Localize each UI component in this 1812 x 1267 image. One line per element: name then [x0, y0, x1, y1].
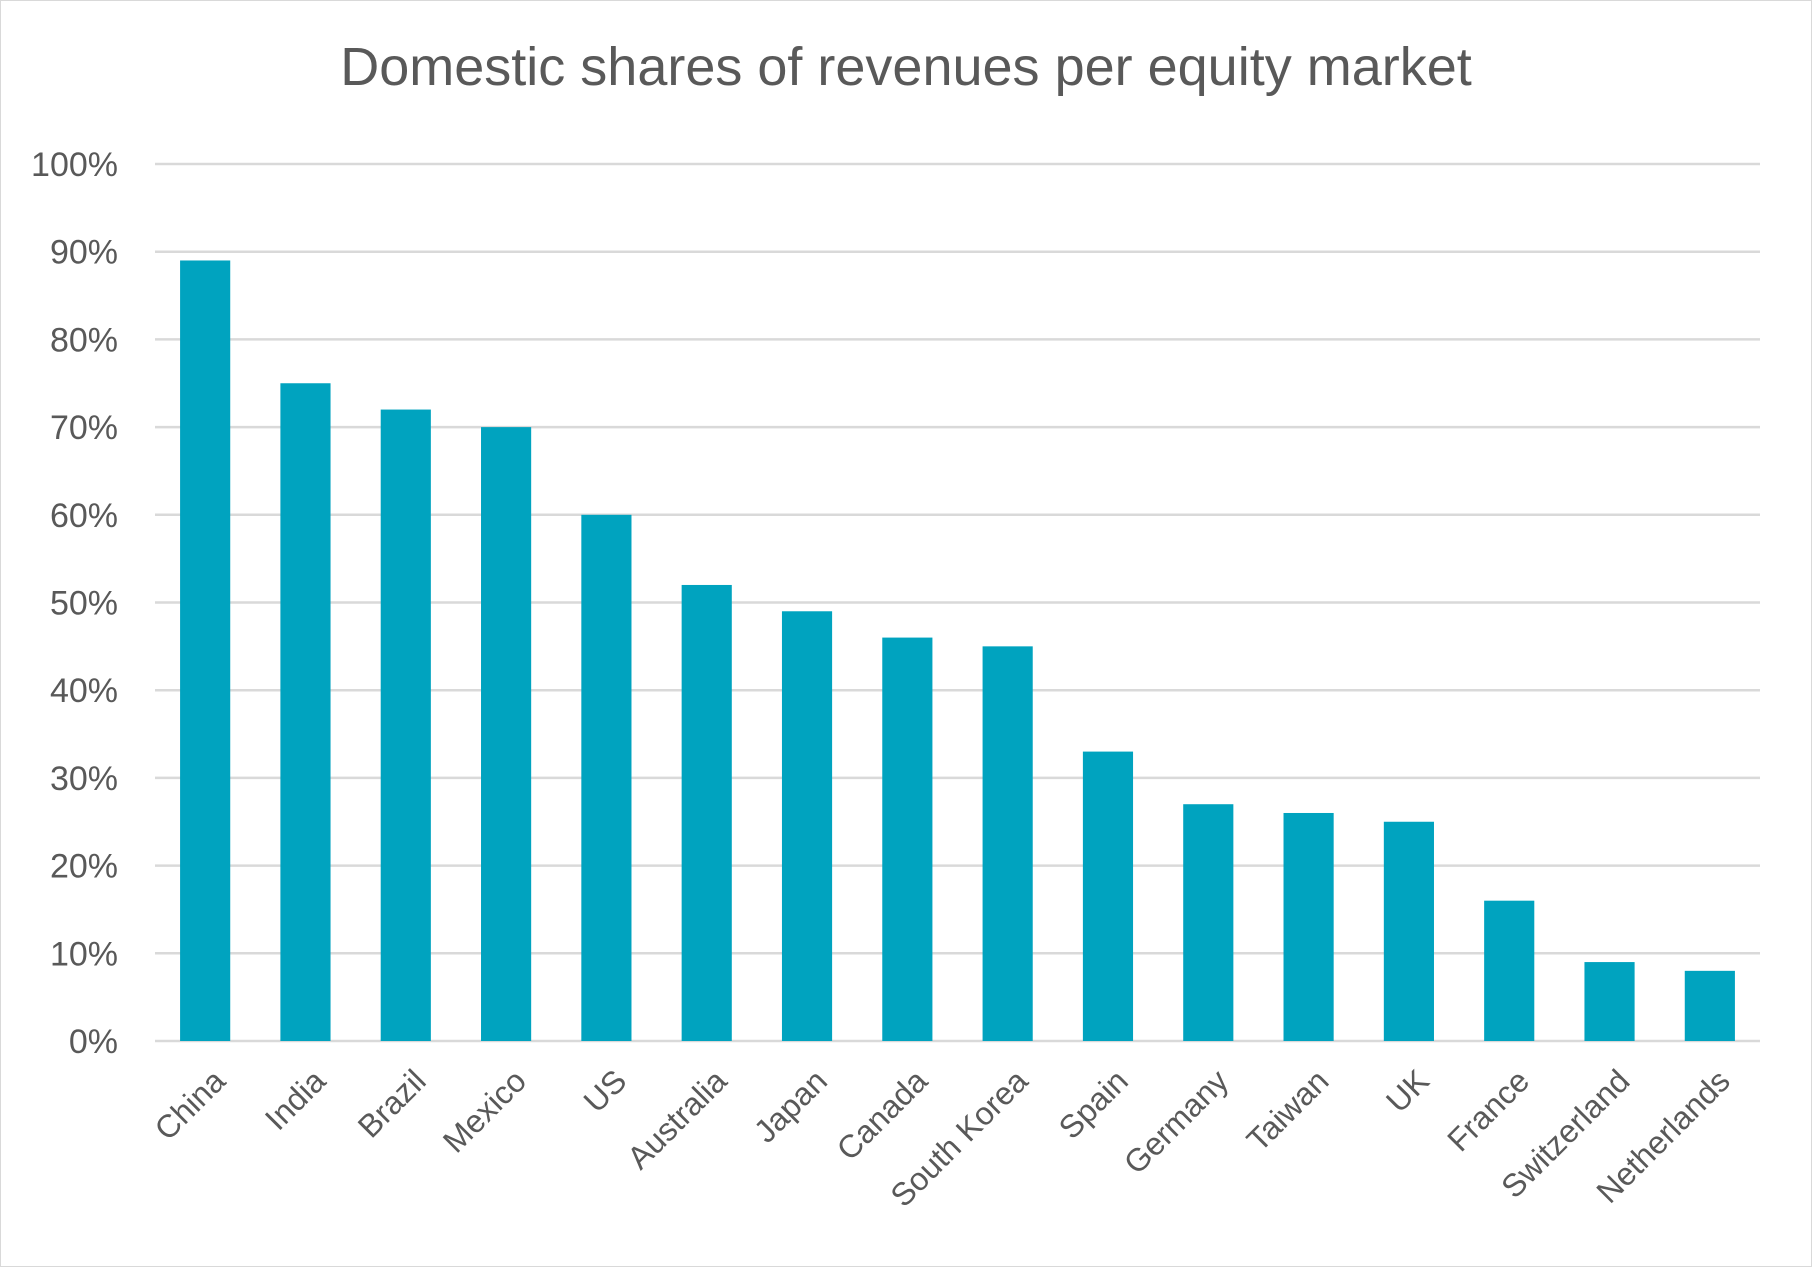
bar-india [280, 383, 331, 1041]
x-category-label: Germany [1117, 1062, 1236, 1181]
y-tick-label: 70% [50, 409, 118, 447]
bar-france [1484, 900, 1535, 1041]
x-category-label: Japan [747, 1062, 834, 1149]
x-category-label: China [148, 1062, 233, 1147]
y-tick-label: 90% [50, 234, 118, 272]
y-axis-tick-labels: 0% 10% 20% 30% 40% 50% 60% 70% 80% 90% 100% [31, 146, 118, 1061]
y-tick-label: 40% [50, 672, 118, 710]
x-category-label: Canada [830, 1062, 935, 1167]
bars [180, 260, 1735, 1042]
y-tick-label: 60% [50, 497, 118, 535]
x-category-label: France [1440, 1062, 1536, 1158]
bar-japan [781, 611, 833, 1041]
x-category-label: Mexico [436, 1062, 533, 1159]
x-category-label: Brazil [351, 1062, 433, 1144]
bar-spain [1082, 751, 1134, 1041]
y-tick-label: 100% [31, 146, 118, 184]
y-tick-label: 80% [50, 321, 118, 359]
bar-australia [681, 584, 732, 1041]
x-category-label: UK [1379, 1062, 1436, 1119]
y-tick-label: 10% [50, 935, 118, 973]
bar-uk [1383, 821, 1434, 1041]
bar-brazil [380, 409, 431, 1041]
x-category-label: Australia [620, 1062, 734, 1176]
bar-canada [882, 637, 933, 1041]
bar-switzerland [1584, 962, 1635, 1041]
x-category-label: India [258, 1062, 333, 1137]
y-tick-label: 30% [50, 760, 118, 798]
bar-taiwan [1283, 812, 1334, 1041]
y-tick-label: 50% [50, 585, 118, 623]
x-category-label: Spain [1052, 1062, 1135, 1145]
bar-germany [1183, 804, 1234, 1041]
bar-netherlands [1684, 970, 1735, 1041]
bar-mexico [481, 427, 532, 1042]
x-category-label: Taiwan [1240, 1062, 1336, 1158]
y-tick-label: 20% [50, 848, 118, 886]
chart-title: Domestic shares of revenues per equity m… [340, 37, 1472, 97]
bar-south-korea [982, 646, 1033, 1041]
bar-us [581, 514, 632, 1041]
y-tick-label: 0% [69, 1023, 118, 1061]
x-category-label: US [576, 1062, 633, 1119]
bar-china [180, 260, 231, 1042]
